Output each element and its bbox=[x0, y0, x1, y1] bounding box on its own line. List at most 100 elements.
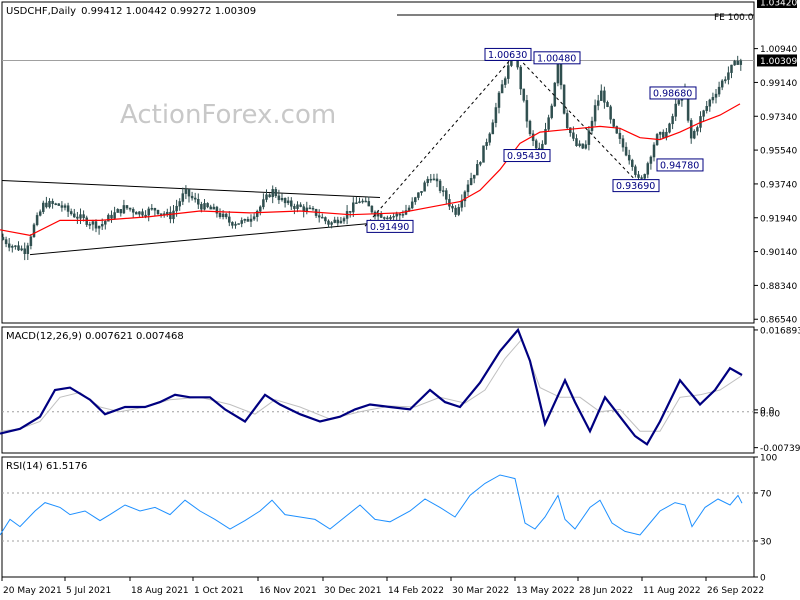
candle bbox=[491, 119, 495, 135]
candle bbox=[150, 204, 154, 211]
date-tick-label: 14 Feb 2022 bbox=[388, 586, 444, 596]
candle bbox=[259, 205, 262, 216]
price-annotation: 0.98680 bbox=[649, 86, 697, 100]
macd-tick-label: -0.007393 bbox=[760, 444, 800, 454]
candle bbox=[689, 118, 693, 144]
chart-title: USDCHF,Daily 0.99412 1.00442 0.99272 1.00… bbox=[6, 6, 256, 17]
candle bbox=[88, 221, 92, 230]
candle bbox=[131, 207, 135, 218]
candle bbox=[324, 216, 327, 225]
candle bbox=[414, 196, 417, 205]
candle bbox=[296, 201, 299, 213]
price-annotation: 0.95430 bbox=[503, 149, 551, 163]
candle bbox=[429, 174, 433, 183]
candle bbox=[11, 244, 14, 253]
candle bbox=[627, 149, 631, 165]
candle bbox=[550, 103, 553, 120]
candle bbox=[724, 76, 727, 84]
candle bbox=[63, 203, 67, 211]
macd-signal-line bbox=[0, 338, 743, 432]
date-tick-label: 30 Dec 2021 bbox=[324, 586, 382, 596]
candle bbox=[42, 200, 45, 214]
candle bbox=[249, 214, 253, 228]
rsi-tick-label: 70 bbox=[760, 490, 772, 500]
candle bbox=[252, 213, 256, 221]
candle bbox=[197, 193, 200, 210]
candle bbox=[265, 189, 268, 203]
candle bbox=[451, 203, 454, 213]
candle bbox=[432, 173, 436, 181]
candle bbox=[358, 197, 361, 204]
candle bbox=[274, 187, 278, 198]
rsi-line bbox=[0, 474, 743, 536]
candle bbox=[565, 109, 569, 130]
candle bbox=[469, 172, 473, 186]
candle bbox=[138, 211, 141, 217]
candle bbox=[116, 208, 119, 213]
candle bbox=[206, 202, 209, 209]
svg-text:0.94780: 0.94780 bbox=[660, 160, 699, 171]
candle bbox=[485, 138, 488, 150]
candle bbox=[29, 234, 33, 250]
price-annotation: 1.00480 bbox=[533, 51, 581, 65]
rsi-axis: 100 70 30 0 bbox=[754, 454, 777, 584]
candle bbox=[488, 132, 491, 146]
candle bbox=[367, 196, 371, 207]
candle bbox=[454, 205, 457, 218]
candle bbox=[94, 219, 98, 233]
candle bbox=[48, 198, 51, 209]
svg-text:0.98680: 0.98680 bbox=[653, 88, 692, 99]
candle bbox=[528, 119, 532, 137]
macd-panel: MACD(12,26,9) 0.007621 0.007468 bbox=[0, 326, 755, 454]
candle bbox=[125, 205, 129, 210]
candle bbox=[20, 245, 23, 252]
candle bbox=[66, 202, 70, 217]
candle bbox=[727, 66, 730, 85]
candle bbox=[370, 205, 374, 215]
price-tick-label: 0.95540 bbox=[760, 147, 797, 157]
candle bbox=[283, 197, 287, 208]
macd-axis: 0.016893 0.00.00 -0.007393 bbox=[754, 326, 800, 454]
candle bbox=[1, 233, 5, 241]
candle bbox=[271, 185, 274, 204]
candle bbox=[693, 129, 696, 140]
candle bbox=[184, 185, 188, 200]
price-tick-label: 1.00940 bbox=[760, 45, 797, 55]
candle bbox=[736, 55, 739, 65]
candle bbox=[286, 196, 290, 206]
svg-text:0.91490: 0.91490 bbox=[370, 222, 409, 233]
candle bbox=[705, 101, 708, 114]
candle bbox=[26, 242, 30, 261]
candle bbox=[553, 81, 557, 107]
candle bbox=[494, 102, 498, 128]
candle bbox=[234, 221, 237, 229]
candle bbox=[364, 197, 367, 203]
candle bbox=[212, 203, 216, 210]
candle bbox=[311, 205, 315, 211]
candlesticks bbox=[1, 52, 743, 261]
candle bbox=[581, 143, 584, 150]
svg-text:1.00630: 1.00630 bbox=[488, 50, 527, 61]
candle bbox=[193, 192, 197, 203]
candle bbox=[181, 187, 185, 206]
date-tick-label: 26 Sep 2022 bbox=[707, 586, 764, 596]
date-tick-label: 28 Jun 2022 bbox=[579, 586, 633, 596]
candle bbox=[615, 125, 619, 134]
candle bbox=[423, 180, 426, 192]
candle bbox=[190, 191, 194, 201]
price-annotations: 1.00630 1.00480 0.95430 0.91490 0.93690 0.947… bbox=[366, 47, 704, 233]
candle bbox=[141, 208, 144, 218]
candle bbox=[596, 94, 600, 111]
macd-tick-label: 0.00 bbox=[760, 409, 780, 419]
candle bbox=[330, 221, 333, 229]
candle bbox=[696, 125, 699, 136]
price-tick-label: 0.90140 bbox=[760, 248, 797, 258]
candle bbox=[383, 216, 386, 221]
candle bbox=[643, 173, 646, 180]
candle bbox=[525, 94, 529, 128]
price-tick-label: 0.93740 bbox=[760, 180, 797, 190]
candle bbox=[420, 191, 423, 196]
candle bbox=[562, 84, 566, 115]
candle bbox=[262, 193, 265, 210]
candle bbox=[547, 114, 550, 132]
